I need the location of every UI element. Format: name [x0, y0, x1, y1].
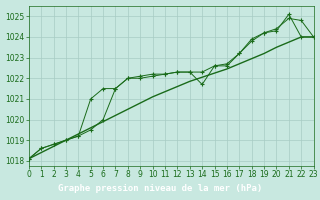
Text: Graphe pression niveau de la mer (hPa): Graphe pression niveau de la mer (hPa) — [58, 184, 262, 193]
